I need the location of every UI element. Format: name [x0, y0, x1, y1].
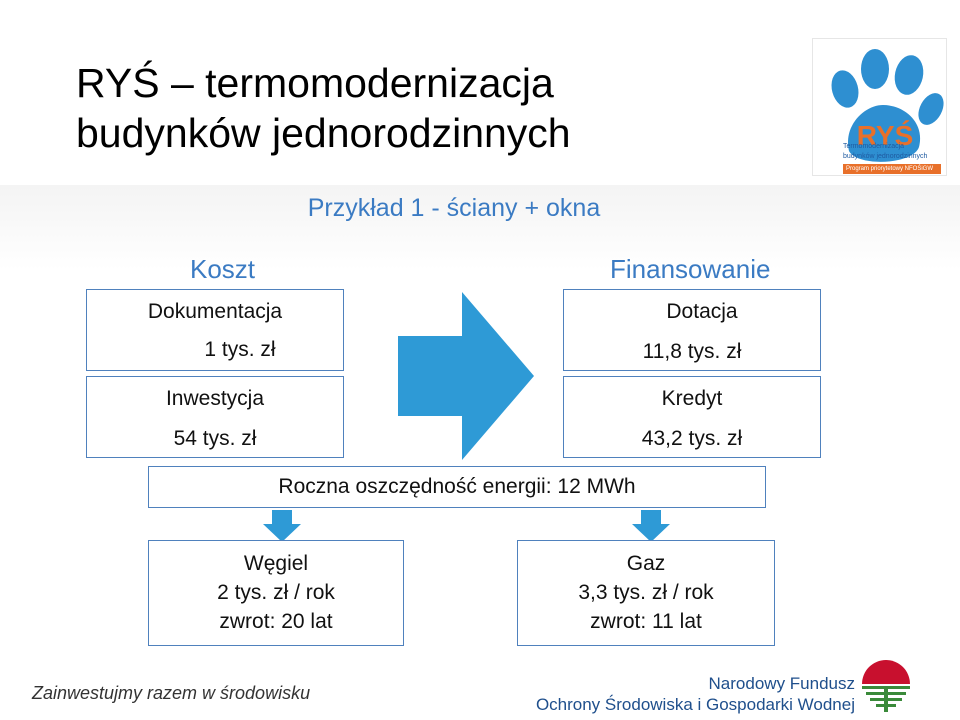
- result-coal-cost: 2 tys. zł / rok: [217, 581, 335, 604]
- financing-box-loan: Kredyt 43,2 tys. zł: [563, 376, 821, 458]
- financing-loan-label: Kredyt: [661, 387, 723, 410]
- financing-grant-label: Dotacja: [666, 300, 738, 323]
- cost-heading: Koszt: [190, 254, 256, 284]
- fund-name-line2: Ochrony Środowiska i Gospodarki Wodnej: [535, 695, 855, 714]
- financing-heading: Finansowanie: [610, 254, 771, 284]
- page-title-line1: RYŚ – termomodernizacja: [76, 60, 554, 106]
- logo-line3: Program priorytetowy NFOŚiGW: [843, 164, 941, 174]
- financing-loan-value: 43,2 tys. zł: [641, 427, 743, 450]
- result-coal-payback: zwrot: 20 lat: [219, 610, 333, 633]
- logo-line2: budynków jednorodzinnych: [843, 153, 928, 160]
- page-title-line2: budynków jednorodzinnych: [76, 110, 571, 156]
- cost-documentation-label: Dokumentacja: [147, 300, 283, 323]
- paw-icon: RYŚ: [831, 49, 944, 162]
- financing-grant-value: 11,8 tys. zł: [642, 340, 742, 363]
- logo-brand: RYŚ: [857, 120, 914, 151]
- nfosigw-logo-icon: [862, 660, 910, 712]
- result-box-coal: Węgiel 2 tys. zł / rok zwrot: 20 lat: [148, 540, 404, 646]
- cost-investment-value: 54 tys. zł: [173, 427, 257, 450]
- result-coal-label: Węgiel: [243, 552, 309, 575]
- result-gas-label: Gaz: [626, 552, 666, 575]
- fund-name: Narodowy Fundusz Ochrony Środowiska i Go…: [536, 673, 855, 715]
- page-title: RYŚ – termomodernizacja budynków jednoro…: [76, 58, 776, 158]
- cost-box-documentation: Dokumentacja 1 tys. zł: [86, 289, 344, 371]
- cost-documentation-value: 1 tys. zł: [204, 338, 276, 361]
- right-arrow-icon: [398, 292, 534, 460]
- example-subtitle: Przykład 1 - ściany + okna: [307, 194, 601, 222]
- annual-energy-savings: Roczna oszczędność energii: 12 MWh: [148, 466, 766, 508]
- down-arrow-icon-coal: [263, 510, 301, 542]
- down-arrow-icon-gas: [632, 510, 670, 542]
- result-gas-payback: zwrot: 11 lat: [590, 610, 702, 633]
- cost-box-investment: Inwestycja 54 tys. zł: [86, 376, 344, 458]
- logo-line1: Termomodernizacja: [843, 143, 905, 150]
- fund-name-line1: Narodowy Fundusz: [708, 674, 855, 693]
- rys-logo: RYŚ Termomodernizacja budynków jednorodz…: [812, 38, 947, 176]
- financing-box-grant: Dotacja 11,8 tys. zł: [563, 289, 821, 371]
- result-gas-cost: 3,3 tys. zł / rok: [578, 581, 714, 604]
- footer-slogan: Zainwestujmy razem w środowisku: [32, 683, 311, 703]
- cost-investment-label: Inwestycja: [165, 387, 265, 410]
- result-box-gas: Gaz 3,3 tys. zł / rok zwrot: 11 lat: [517, 540, 775, 646]
